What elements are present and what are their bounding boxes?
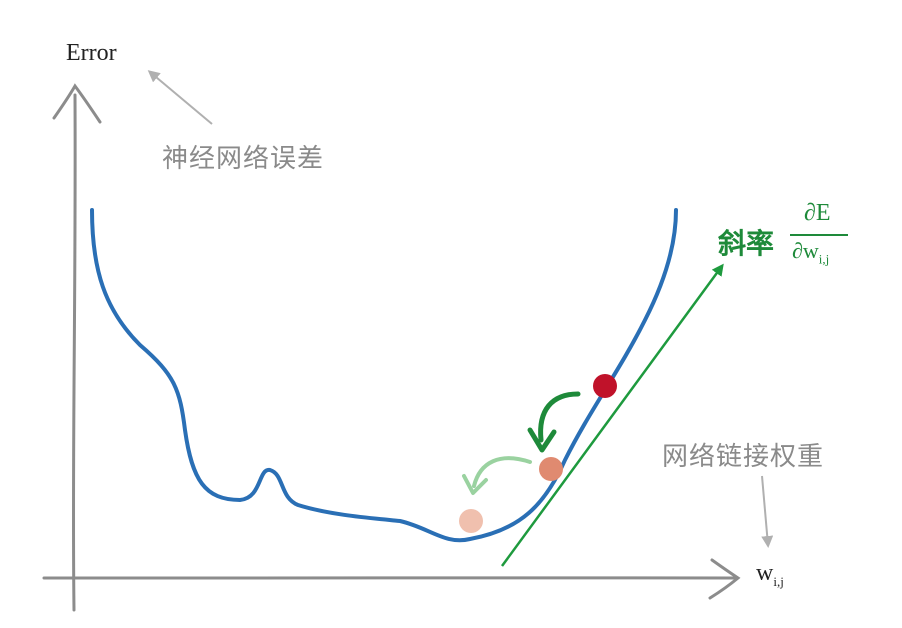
slope-label: 斜率	[718, 227, 775, 260]
slope-fraction: ∂E ∂wi,j	[790, 200, 850, 280]
fraction-bar	[790, 234, 848, 236]
y-note-pointer-arrow	[147, 70, 213, 125]
slope-denominator: ∂wi,j	[792, 238, 829, 267]
ball-later	[459, 509, 483, 533]
slope-numerator: ∂E	[804, 200, 831, 226]
step-arrow-light	[472, 456, 532, 488]
x-axis-label-sub: i,j	[773, 573, 784, 589]
y-axis	[71, 93, 77, 612]
step-arrow-dark-head	[527, 427, 557, 453]
ball-next	[539, 457, 563, 481]
slope-denominator-sub: i,j	[818, 251, 830, 267]
ball-current	[593, 374, 617, 398]
error-curve	[90, 208, 678, 543]
x-axis-label: wi,j	[756, 560, 784, 590]
y-axis-arrowhead	[52, 83, 102, 124]
x-axis-note: 网络链接权重	[662, 442, 825, 472]
x-axis-label-main: w	[756, 560, 774, 586]
slope-denominator-main: ∂w	[792, 238, 819, 263]
tangent-line	[500, 263, 724, 567]
y-axis-label: Error	[66, 40, 117, 66]
x-axis-arrowhead	[708, 558, 741, 600]
x-note-pointer-arrow	[761, 475, 774, 548]
y-axis-note: 神经网络误差	[162, 144, 325, 174]
x-axis	[42, 576, 737, 581]
step-arrow-dark	[538, 391, 581, 443]
step-arrow-light-head	[462, 474, 488, 495]
